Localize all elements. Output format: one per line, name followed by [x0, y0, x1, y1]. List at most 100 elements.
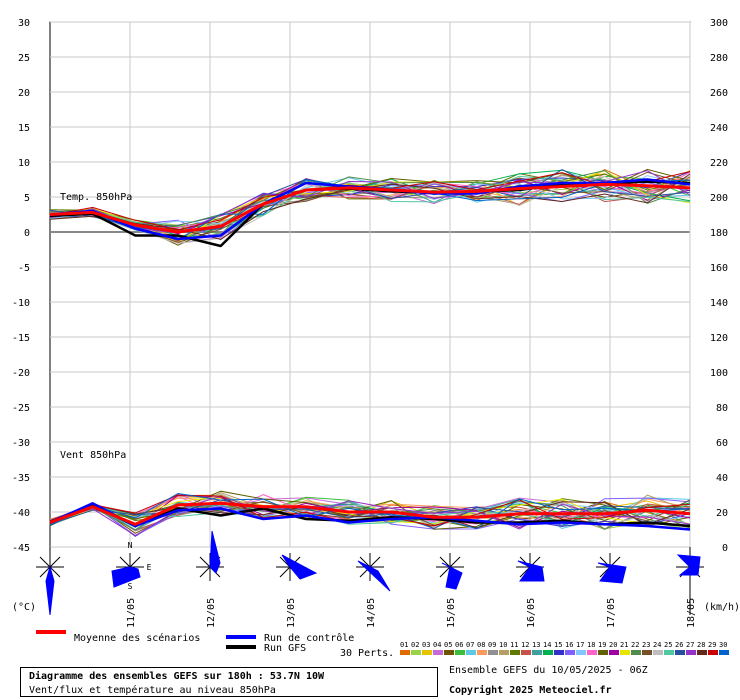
- rose-blob: [517, 560, 545, 582]
- left-tick-label: -5: [18, 263, 30, 274]
- legend-pert-swatch: [587, 650, 597, 655]
- right-tick-label: 300: [710, 18, 728, 29]
- legend-perts-label: 30 Perts.: [340, 648, 394, 659]
- right-tick-label: 0: [722, 543, 728, 554]
- wind-pert-line: [49, 495, 691, 537]
- wind-pert-line: [49, 501, 691, 529]
- wind-rose: [196, 530, 224, 581]
- right-tick-label: 200: [710, 193, 728, 204]
- legend-pert-number: 16: [565, 641, 573, 649]
- legend-pert-number: 06: [455, 641, 463, 649]
- right-tick-label: 240: [710, 123, 728, 134]
- left-tick-label: 15: [18, 123, 30, 134]
- legend-pert-swatch: [521, 650, 531, 655]
- legend-pert-number: 12: [521, 641, 529, 649]
- legend-pert-number: 26: [675, 641, 683, 649]
- right-tick-label: 120: [710, 333, 728, 344]
- right-tick-label: 260: [710, 88, 728, 99]
- legend-pert-swatch: [675, 650, 685, 655]
- rose-blob: [441, 562, 463, 590]
- legend-pert-number: 15: [554, 641, 562, 649]
- legend-pert-number: 07: [466, 641, 474, 649]
- legend-pert-number: 30: [719, 641, 727, 649]
- legend-pert-swatch: [543, 650, 553, 655]
- left-tick-label: -35: [12, 473, 30, 484]
- legend-pert-number: 28: [697, 641, 705, 649]
- temp-mean-line: [49, 182, 691, 234]
- legend-pert-swatch: [433, 650, 443, 655]
- legend-pert-swatch: [708, 650, 718, 655]
- left-tick-label: -20: [12, 368, 30, 379]
- legend-pert-swatch: [510, 650, 520, 655]
- legend-pert-swatch: [653, 650, 663, 655]
- rose-direction-label: E: [147, 563, 152, 572]
- legend-pert-swatch: [488, 650, 498, 655]
- legend-pert-swatch: [422, 650, 432, 655]
- legend-pert-swatch: [631, 650, 641, 655]
- legend-pert-number: 11: [510, 641, 518, 649]
- right-tick-label: 180: [710, 228, 728, 239]
- right-tick-label: 100: [710, 368, 728, 379]
- rose-direction-label: S: [128, 582, 133, 591]
- legend-control-label: Run de contrôle: [264, 632, 354, 644]
- left-tick-label: -15: [12, 333, 30, 344]
- legend-pert-swatch: [576, 650, 586, 655]
- legend-pert-number: 10: [499, 641, 507, 649]
- legend-pert-swatch: [411, 650, 421, 655]
- legend-pert-number: 04: [433, 641, 441, 649]
- legend-pert-swatch: [400, 650, 410, 655]
- date-tick-label: 16/05: [526, 598, 537, 628]
- left-tick-label: 20: [18, 88, 30, 99]
- date-tick-label: 17/05: [606, 598, 617, 628]
- left-unit-label: (°C): [12, 602, 36, 613]
- date-tick-label: 12/05: [206, 598, 217, 628]
- right-unit-label: (km/h): [704, 602, 740, 613]
- wind-rose: [676, 553, 704, 581]
- legend-pert-number: 24: [653, 641, 661, 649]
- legend-pert-swatch: [499, 650, 509, 655]
- rose-blob: [357, 560, 391, 592]
- legend-pert-number: 05: [444, 641, 452, 649]
- rose-blob: [209, 530, 221, 574]
- legend-pert-number: 27: [686, 641, 694, 649]
- left-tick-label: -30: [12, 438, 30, 449]
- date-tick-label: 15/05: [446, 598, 457, 628]
- copyright: Copyright 2025 Meteociel.fr: [449, 685, 612, 696]
- legend-pert-swatch: [477, 650, 487, 655]
- legend-pert-number: 29: [708, 641, 716, 649]
- date-tick-label: 13/05: [286, 598, 297, 628]
- legend-pert-number: 20: [609, 641, 617, 649]
- right-tick-label: 80: [716, 403, 728, 414]
- left-tick-label: -45: [12, 543, 30, 554]
- legend-pert-swatch: [620, 650, 630, 655]
- wind-rose: [356, 553, 391, 592]
- rose-direction-label: N: [128, 541, 133, 550]
- legend-pert-swatch: [664, 650, 674, 655]
- wind-rose: [516, 553, 545, 582]
- legend-pert-swatch: [686, 650, 696, 655]
- wind-pert-line: [49, 496, 691, 526]
- legend-pert-swatch: [455, 650, 465, 655]
- legend-pert-swatch: [642, 650, 652, 655]
- rose-blob: [111, 566, 141, 588]
- legend-pert-swatch: [609, 650, 619, 655]
- rose-blob: [597, 562, 627, 584]
- right-tick-label: 280: [710, 53, 728, 64]
- temp-pert-line: [49, 171, 691, 231]
- date-tick-label: 14/05: [366, 598, 377, 628]
- temp-panel-label: Temp. 850hPa: [60, 192, 132, 203]
- main-run-lines: [49, 178, 691, 531]
- legend-gfs-label: Run GFS: [264, 643, 306, 654]
- chart-subtitle: Vent/flux et température au niveau 850hP…: [29, 685, 276, 696]
- info-box: Diagramme des ensembles GEFS sur 180h : …: [20, 667, 438, 697]
- wind-rose: [36, 553, 64, 616]
- left-tick-label: 25: [18, 53, 30, 64]
- chart-legend: 01 02 03 04 05 06 07 08 09 10 11 12 13 14 15 16 17 18 19 20…: [36, 630, 729, 655]
- legend-mean-label: Moyenne des scénarios: [74, 632, 200, 644]
- legend-pert-number: 03: [422, 641, 430, 649]
- right-tick-label: 220: [710, 158, 728, 169]
- legend-pert-swatch: [554, 650, 564, 655]
- right-tick-label: 60: [716, 438, 728, 449]
- legend-pert-swatch: [697, 650, 707, 655]
